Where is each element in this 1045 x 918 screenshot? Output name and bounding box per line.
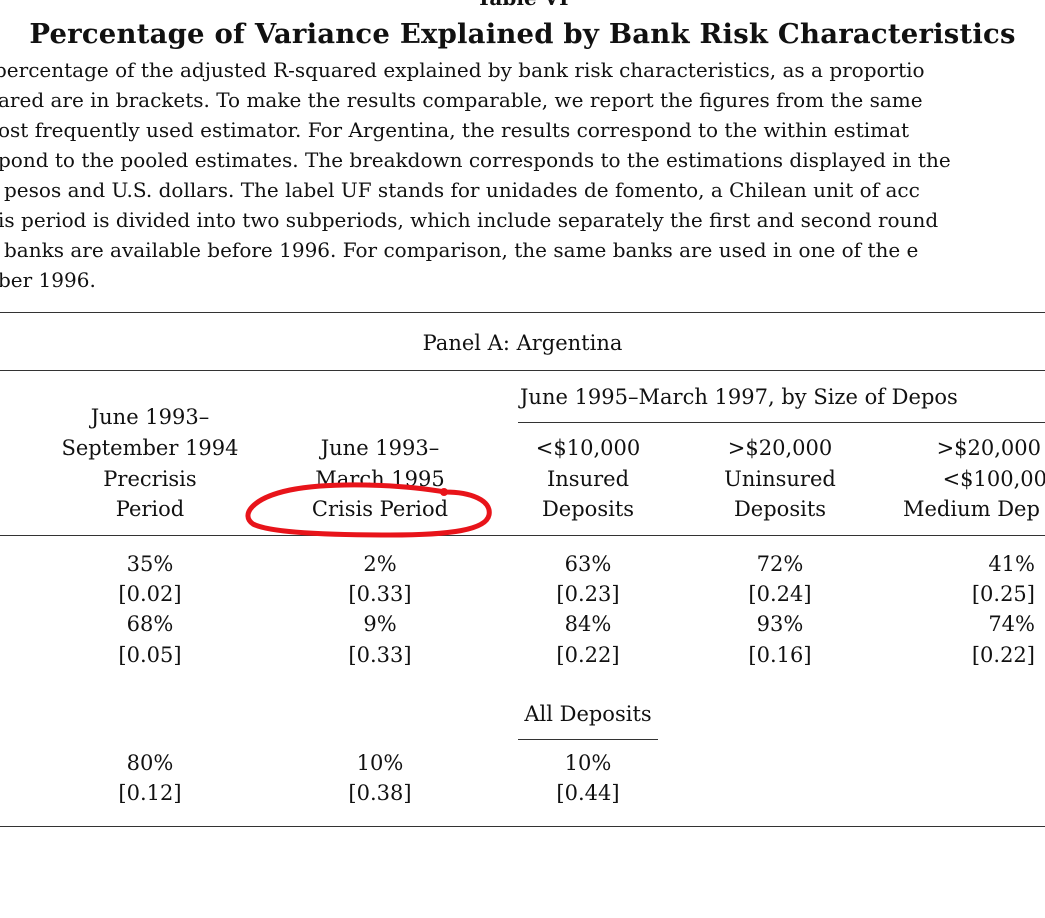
table-cell: 84% — [564, 612, 612, 636]
table-cell: [0.38] — [348, 781, 412, 805]
table-cell: [0.12] — [118, 781, 182, 805]
table-cell: [0.22] — [556, 643, 620, 667]
caption-line: pesos and U.S. dollars. The label UF sta… — [4, 178, 920, 202]
table-cell: [0.05] — [118, 643, 182, 667]
all-deposits-rule — [518, 739, 658, 740]
table-cell: 9% — [363, 612, 397, 636]
table-cell: 74% — [988, 612, 1035, 636]
header-line: Insured — [546, 467, 630, 491]
table-cell: 35% — [126, 552, 174, 576]
header-line: Medium Dep — [903, 497, 1040, 521]
table-cell: 10% — [564, 751, 612, 775]
table-cell: [0.25] — [971, 582, 1035, 606]
caption-line: pond to the pooled estimates. The breakd… — [0, 148, 951, 172]
table-cell: [0.02] — [118, 582, 182, 606]
header-line: September 1994 — [61, 436, 239, 460]
table-bottom-rule — [0, 826, 1045, 827]
header-line: Deposits — [541, 497, 635, 521]
caption-line: banks are available before 1996. For com… — [4, 238, 919, 262]
panel-title: Panel A: Argentina — [422, 331, 623, 355]
header-line: >$20,000 — [936, 436, 1041, 460]
caption-line: ared are in brackets. To make the result… — [0, 88, 923, 112]
header-rule — [0, 535, 1045, 536]
caption-line: ost frequently used estimator. For Argen… — [0, 118, 910, 142]
caption-line: ber 1996. — [0, 268, 96, 292]
table-cell: [0.24] — [748, 582, 812, 606]
header-line: <$100,00 — [942, 467, 1045, 491]
header-line: >$20,000 — [727, 436, 833, 460]
header-line: Deposits — [733, 497, 827, 521]
header-line: June 1993– — [90, 405, 210, 429]
table-cell: [0.33] — [348, 643, 412, 667]
panel-rule — [0, 370, 1045, 371]
header-line: Period — [115, 497, 185, 521]
table-cell: 41% — [988, 552, 1035, 576]
table-cell: [0.23] — [556, 582, 620, 606]
header-line: <$10,000 — [535, 436, 641, 460]
header-line: June 1993– — [320, 436, 440, 460]
table-cell: [0.44] — [556, 781, 620, 805]
table-top-rule — [0, 312, 1045, 313]
table-cell: 63% — [564, 552, 612, 576]
header-line: Uninsured — [724, 467, 836, 491]
header-line: March 1995 — [315, 467, 445, 491]
table-cell: 2% — [363, 552, 397, 576]
table-cell: 10% — [356, 751, 404, 775]
header-line: Crisis Period — [311, 497, 449, 521]
table-cell: [0.22] — [971, 643, 1035, 667]
table-cell: [0.16] — [748, 643, 812, 667]
table-cell: 80% — [126, 751, 174, 775]
table-cell: 72% — [756, 552, 804, 576]
table-title: Percentage of Variance Explained by Bank… — [29, 18, 1016, 50]
table-number: Table VI — [0, 0, 1045, 10]
table-cell: 68% — [126, 612, 174, 636]
group-header-rule — [518, 422, 1045, 423]
header-line: Precrisis — [103, 467, 197, 491]
group-header: June 1995–March 1997, by Size of Depos — [520, 385, 958, 409]
caption-line: percentage of the adjusted R-squared exp… — [0, 58, 925, 82]
all-deposits-label: All Deposits — [524, 702, 652, 726]
caption-line: is period is divided into two subperiods… — [0, 208, 939, 232]
table-cell: 93% — [756, 612, 804, 636]
table-cell: [0.33] — [348, 582, 412, 606]
